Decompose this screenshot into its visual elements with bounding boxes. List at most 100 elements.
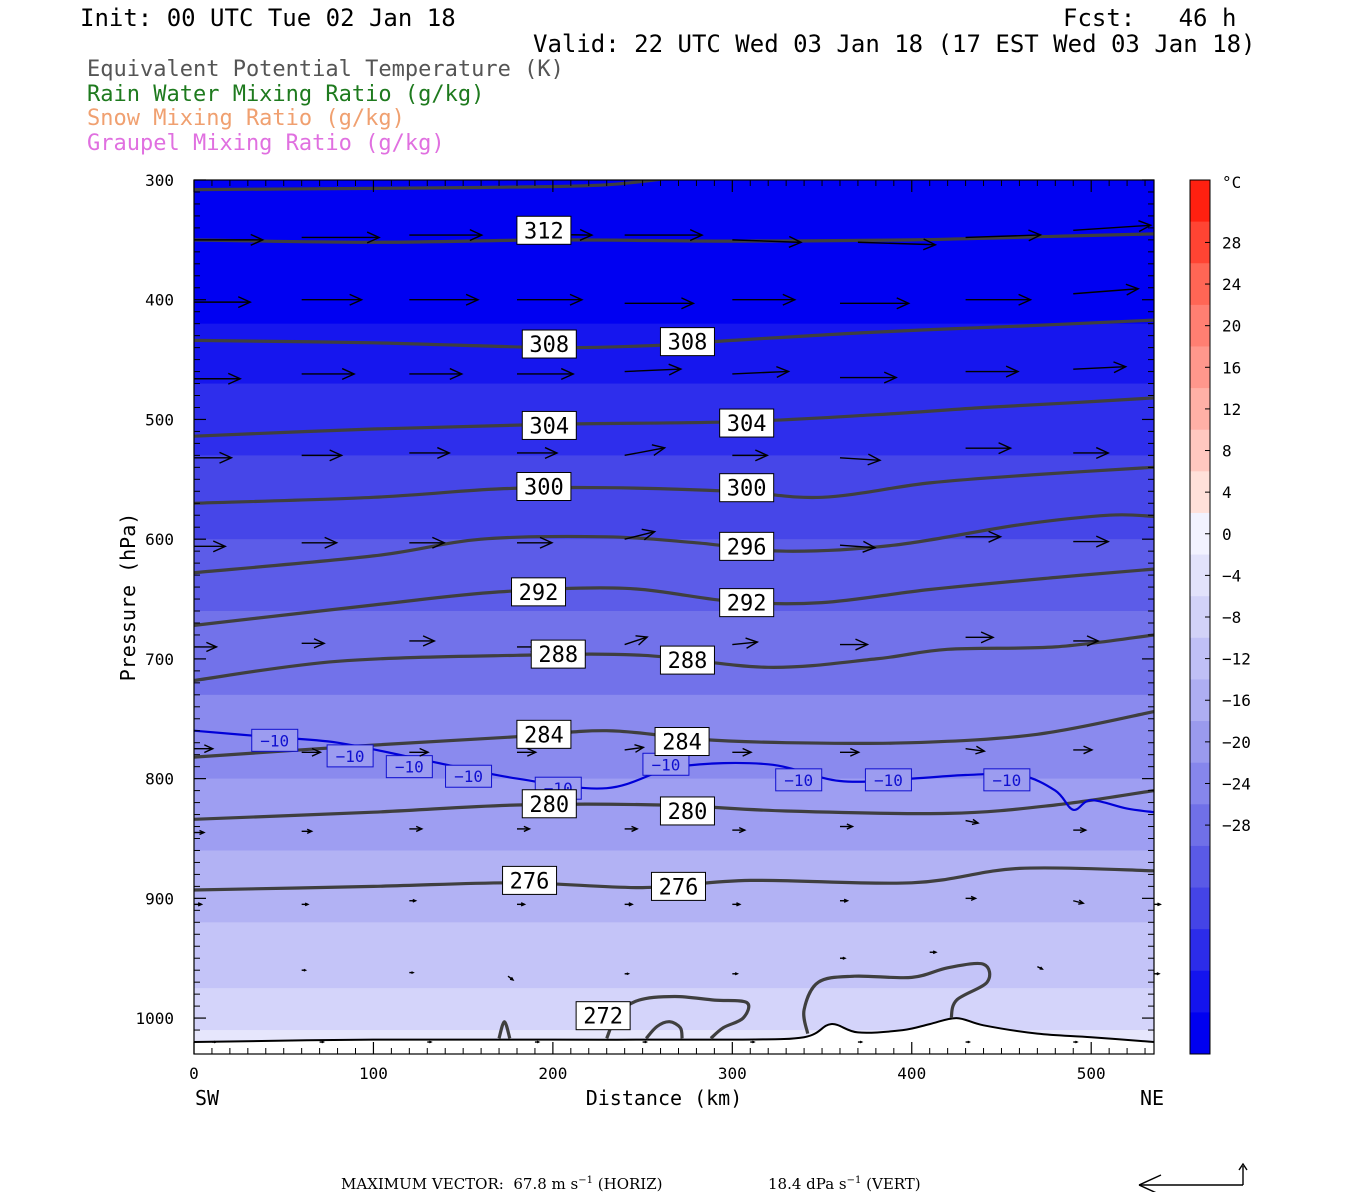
wind-arrowhead <box>432 536 447 549</box>
colorbar-swatch <box>1190 762 1210 805</box>
contour-label: 304 <box>727 412 767 437</box>
wind-arrowhead <box>1095 446 1110 460</box>
isotherm-label-box <box>251 728 299 752</box>
colorbar-label: −28 <box>1222 816 1251 835</box>
wind-arrowhead <box>341 367 356 380</box>
isotherm-label-box <box>326 744 374 768</box>
wind-shaft <box>732 641 758 646</box>
wind-vector <box>839 540 877 553</box>
wind-vector <box>839 371 898 384</box>
wind-vector <box>624 635 649 646</box>
wind-arrowhead <box>980 631 995 644</box>
wind-vector <box>1073 826 1088 834</box>
wind-arrowhead <box>1028 229 1043 242</box>
wind-arrowhead <box>509 976 515 981</box>
wind-arrowhead <box>411 971 415 974</box>
colorbar-swatch <box>1190 554 1210 597</box>
wind-vector <box>516 293 584 306</box>
colorbar-label: −24 <box>1222 774 1251 793</box>
wind-arrowhead <box>736 902 742 907</box>
wind-shaft <box>965 819 979 824</box>
wind-vector <box>624 744 646 753</box>
theta-e-contour <box>194 232 1154 244</box>
wind-vector <box>732 235 803 248</box>
wind-vector <box>194 372 242 385</box>
wind-vector <box>301 293 364 306</box>
wind-arrowhead <box>776 365 791 379</box>
wind-arrowhead <box>967 1040 972 1044</box>
wind-vector <box>624 297 696 310</box>
wind-arrowhead <box>734 972 740 976</box>
wind-arrowhead <box>626 972 631 976</box>
wind-arrowhead <box>579 228 594 241</box>
y-tick-label: 500 <box>145 410 174 429</box>
wind-arrowhead <box>846 823 855 830</box>
wind-vector <box>301 231 381 244</box>
contour-label-box <box>521 789 577 819</box>
wind-arrowhead <box>523 825 532 833</box>
terrain-line <box>194 1017 1154 1043</box>
wind-shaft <box>839 544 876 549</box>
contour-label: 300 <box>524 475 564 500</box>
x-tick-label: 0 <box>189 1064 199 1083</box>
wind-vector <box>409 747 430 757</box>
valid-time: Valid: 22 UTC Wed 03 Jan 18 (17 EST Wed … <box>533 30 1256 58</box>
wind-shaft <box>1073 288 1139 295</box>
contour-label: 280 <box>668 800 708 825</box>
colorbar-label: 20 <box>1222 317 1241 336</box>
wind-shaft <box>624 447 665 457</box>
wind-arrowhead <box>536 1040 541 1044</box>
wind-vector <box>409 898 418 903</box>
wind-vector <box>965 631 995 644</box>
isotherm-label: −10 <box>874 771 903 790</box>
isotherm-label: −10 <box>395 758 424 777</box>
theta-e-contour <box>194 513 1154 575</box>
colorbar-label: 28 <box>1222 233 1241 252</box>
wind-arrowhead <box>415 825 424 833</box>
wind-shaft <box>624 530 655 540</box>
wind-arrowhead <box>1075 1040 1079 1044</box>
wind-vector <box>194 296 252 309</box>
wind-arrowhead <box>1079 826 1088 834</box>
wind-arrowhead <box>788 235 803 248</box>
colorbar-label: 8 <box>1222 442 1232 461</box>
wind-arrowhead <box>329 449 344 462</box>
wind-vector <box>516 367 575 380</box>
wind-arrowhead <box>689 229 704 242</box>
wind-arrowhead <box>544 446 559 460</box>
y-tick-label: 800 <box>145 770 174 789</box>
wind-vector <box>732 637 760 649</box>
contour-label: 280 <box>529 793 569 818</box>
colorbar-swatch <box>1190 263 1210 306</box>
wind-arrowhead <box>349 293 364 306</box>
isotherm-label: −10 <box>784 771 813 790</box>
isotherm-label-box <box>864 768 912 792</box>
wind-vector <box>732 747 753 757</box>
contour-label-box <box>719 408 775 438</box>
contour-label-box <box>719 531 775 561</box>
wind-shaft <box>1073 365 1126 370</box>
wind-vector <box>732 902 742 907</box>
max-vector-note: MAXIMUM VECTOR: 67.8 m s−1 (HORIZ) <box>341 1175 663 1193</box>
wind-arrowhead <box>1078 899 1085 905</box>
wind-vector <box>965 229 1043 242</box>
wind-vector <box>965 365 1020 378</box>
wind-arrowhead <box>782 293 797 306</box>
colorbar-swatch <box>1190 1012 1210 1055</box>
wind-vector <box>409 536 447 549</box>
wind-shaft <box>857 241 936 246</box>
wind-arrowhead <box>313 638 326 649</box>
contour-label-box <box>521 329 577 359</box>
wind-shaft <box>624 636 648 646</box>
wind-arrowhead <box>644 1040 649 1044</box>
wind-arrowhead <box>975 745 987 755</box>
wind-vector <box>839 297 911 310</box>
x-tick-label: 400 <box>897 1064 926 1083</box>
wind-vector <box>929 950 938 955</box>
isotherm-label: −10 <box>260 731 289 750</box>
wind-vector <box>507 975 515 981</box>
wind-vector <box>965 1040 972 1044</box>
wind-vector <box>624 229 704 242</box>
isotherm-label-box <box>445 764 493 788</box>
wind-vector <box>732 293 797 306</box>
